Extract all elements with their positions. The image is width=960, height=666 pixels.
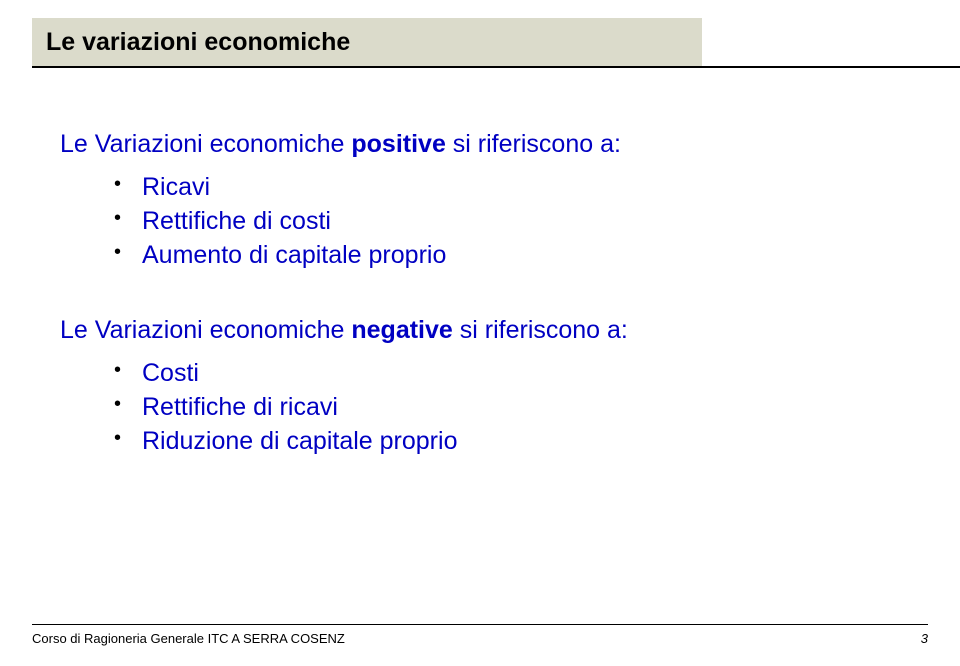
section-2-lead: Le Variazioni economiche negative si rif… [60,316,900,345]
list-item: Rettifiche di costi [114,205,900,239]
page-title: Le variazioni economiche [32,18,702,68]
section-1-bullets: Ricavi Rettifiche di costi Aumento di ca… [114,171,900,272]
list-item: Costi [114,357,900,391]
title-bar: Le variazioni economiche [32,18,960,68]
section-2-lead-suffix: si riferiscono a: [453,316,628,344]
title-spacer-1 [702,18,822,68]
section-2-lead-bold: negative [351,316,452,344]
section-1-lead: Le Variazioni economiche positive si rif… [60,130,900,159]
list-item: Rettifiche di ricavi [114,391,900,425]
section-2-bullets: Costi Rettifiche di ricavi Riduzione di … [114,357,900,458]
page-number: 3 [921,631,928,646]
section-1-lead-suffix: si riferiscono a: [446,130,621,158]
list-item: Ricavi [114,171,900,205]
list-item: Riduzione di capitale proprio [114,425,900,459]
section-1-lead-bold: positive [351,130,445,158]
section-1-lead-prefix: Le Variazioni economiche [60,130,351,158]
footer-left: Corso di Ragioneria Generale ITC A SERRA… [32,631,345,646]
list-item: Aumento di capitale proprio [114,239,900,273]
title-spacer-2 [822,18,960,68]
slide-content: Le Variazioni economiche positive si rif… [60,130,900,503]
footer: Corso di Ragioneria Generale ITC A SERRA… [32,624,928,646]
section-2-lead-prefix: Le Variazioni economiche [60,316,351,344]
